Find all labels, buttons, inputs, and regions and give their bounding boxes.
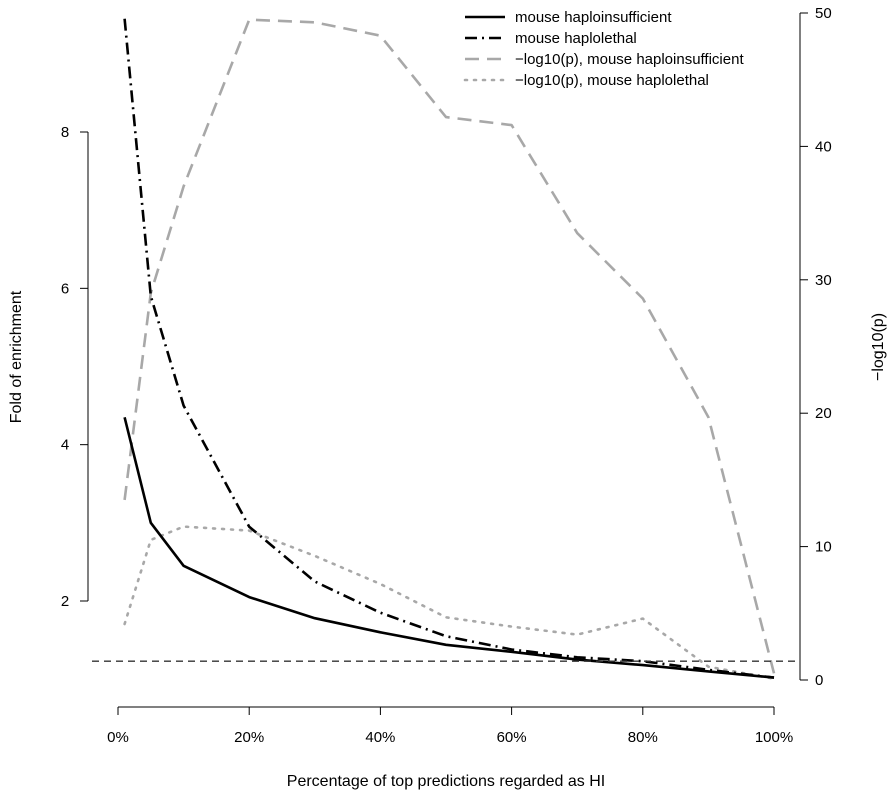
series-line-3 [123,18,776,674]
x-tick-label: 20% [234,729,264,746]
legend-label-3: −log10(p), mouse haploinsufficient [515,51,744,68]
y-right-tick-label: 50 [815,5,832,22]
x-tick-label: 100% [755,729,793,746]
y-right-tick-label: 10 [815,539,832,556]
y-axis-left-title: Fold of enrichment [8,290,25,423]
series-line-4 [123,525,776,681]
x-tick-label: 60% [497,729,527,746]
y-right-tick-label: 30 [815,272,832,289]
y-left-tick-label: 6 [61,280,69,297]
legend-label-1: mouse haploinsufficient [515,9,672,26]
y-right-tick-label: 20 [815,405,832,422]
y-left-tick-label: 8 [61,124,69,141]
y-left-tick-label: 4 [61,437,69,454]
x-tick-label: 80% [628,729,658,746]
x-tick-label: 40% [365,729,395,746]
series-layer [123,18,776,681]
axes-layer: 0% 20% 40% 60% 80% 100% 2 4 6 8 0 10 20 30 40 50 [61,5,832,746]
y-right-tick-label: 40 [815,138,832,155]
legend-label-4: −log10(p), mouse haplolethal [515,72,709,89]
legend: mouse haploinsufficient mouse haplolethal… [463,9,744,89]
y-axis-right-title: −log10(p) [870,313,887,381]
series-line-1 [123,416,775,679]
x-axis-title: Percentage of top predictions regarded a… [287,773,605,790]
series-line-2 [123,18,775,679]
y-left-tick-label: 2 [61,593,69,610]
legend-label-2: mouse haplolethal [515,30,637,47]
y-right-tick-label: 0 [815,672,823,689]
x-tick-label: 0% [107,729,129,746]
